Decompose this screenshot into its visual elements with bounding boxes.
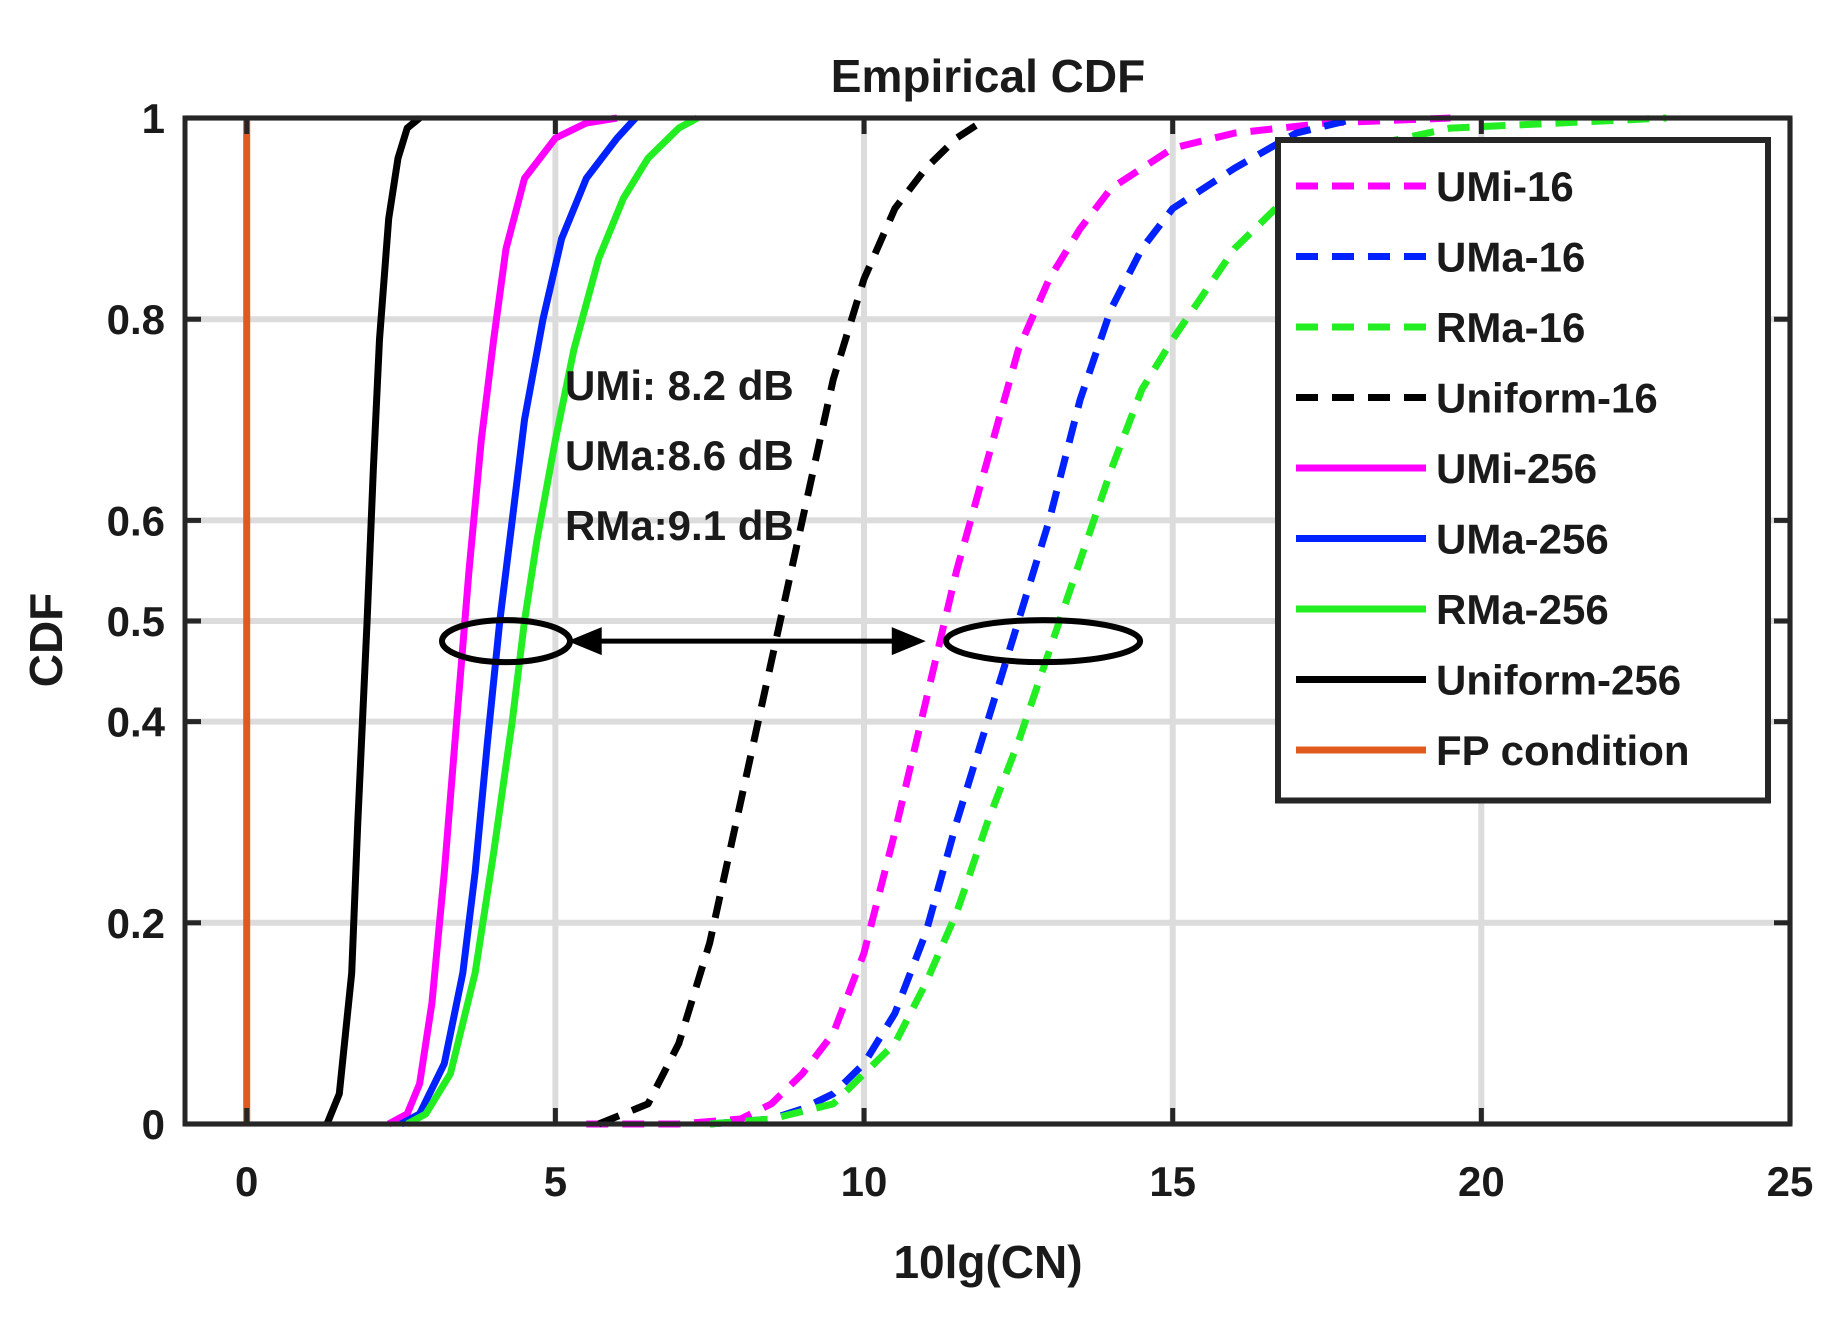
x-tick-label: 5 — [544, 1158, 567, 1205]
legend-label-fp-condition: FP condition — [1436, 727, 1690, 774]
series-line-uma-16 — [709, 114, 1359, 1128]
x-tick-label: 10 — [841, 1158, 888, 1205]
annotation-layer: UMi: 8.2 dB UMa:8.6 dB RMa:9.1 dB — [439, 362, 1144, 666]
series-layer — [243, 114, 1667, 1128]
y-tick-label: 1 — [142, 95, 165, 142]
x-tick-label: 0 — [235, 1158, 258, 1205]
gap-annotation-text: UMa:8.6 dB — [565, 432, 794, 479]
legend-label-rma-16: RMa-16 — [1436, 304, 1585, 351]
gap-annotation-text: RMa:9.1 dB — [565, 502, 794, 549]
legend-label-umi-256: UMi-256 — [1436, 445, 1597, 492]
y-axis-label: CDF — [20, 593, 72, 688]
series-line-rma-256 — [405, 114, 700, 1128]
chart-title: Empirical CDF — [831, 50, 1145, 102]
y-tick-label: 0.5 — [107, 598, 165, 645]
axes: 0 5 10 15 20 25 0 0.2 0.4 0.5 0.6 0.8 1 — [107, 95, 1814, 1205]
y-tick-label: 0.4 — [107, 699, 166, 746]
x-tick-label: 15 — [1149, 1158, 1196, 1205]
x-axis-label: 10lg(CN) — [893, 1236, 1082, 1288]
legend-label-uma-256: UMa-256 — [1436, 516, 1609, 563]
legend: UMi-16 UMa-16 RMa-16 Uniform-16 UMi-256 UMa-2… — [1275, 137, 1771, 804]
series-line-umi-256 — [387, 114, 618, 1128]
arrow-head-right — [891, 627, 926, 656]
y-tick-label: 0 — [142, 1101, 165, 1148]
series-line-uma-256 — [399, 115, 639, 1128]
y-tick-label: 0.8 — [107, 296, 165, 343]
x-tick-label: 25 — [1767, 1158, 1814, 1205]
series-line-umi-16 — [586, 114, 1451, 1128]
arrow-head-left — [567, 627, 602, 656]
legend-label-uniform-256: Uniform-256 — [1436, 657, 1681, 704]
legend-label-rma-256: RMa-256 — [1436, 586, 1609, 633]
series-line-uniform-256 — [323, 115, 422, 1126]
x-tick-label: 20 — [1458, 1158, 1505, 1205]
legend-label-uniform-16: Uniform-16 — [1436, 375, 1658, 422]
legend-box — [1275, 137, 1771, 804]
y-tick-label: 0.2 — [107, 900, 165, 947]
legend-label-umi-16: UMi-16 — [1436, 163, 1574, 210]
gap-annotation-text: UMi: 8.2 dB — [565, 362, 794, 409]
right-ellipse — [943, 617, 1144, 666]
legend-label-uma-16: UMa-16 — [1436, 234, 1585, 281]
series-line-uniform-16 — [597, 115, 990, 1128]
y-tick-label: 0.6 — [107, 497, 165, 544]
